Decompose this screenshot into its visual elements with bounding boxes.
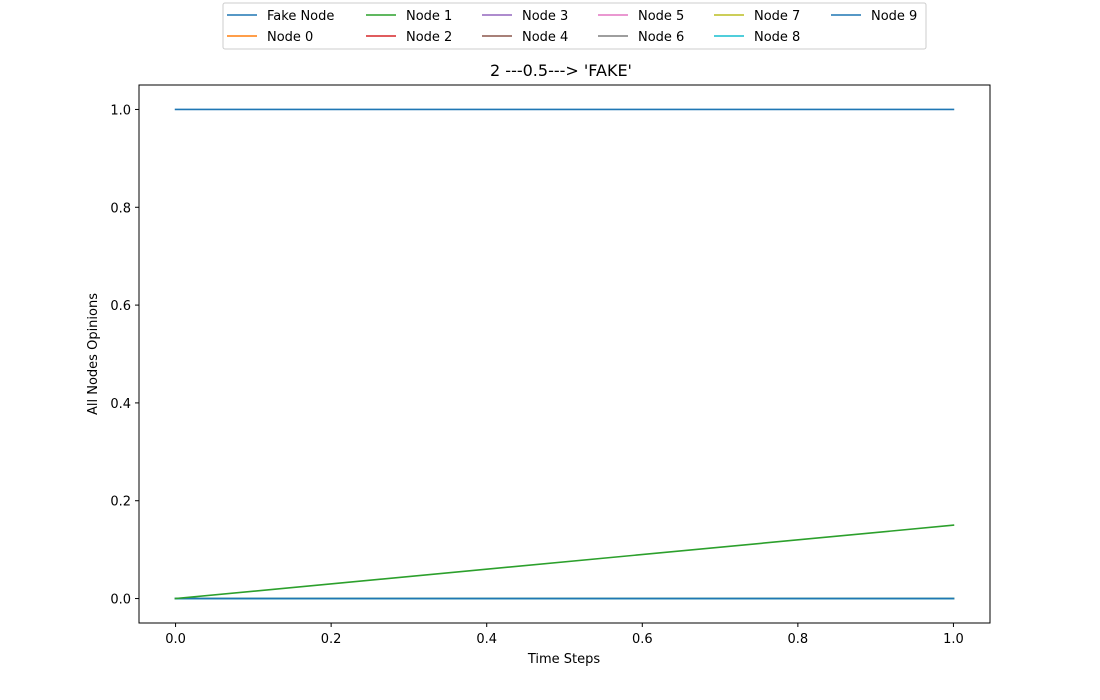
plot-area xyxy=(174,108,955,600)
legend-item: Fake Node xyxy=(227,9,334,24)
y-tick-label: 0.6 xyxy=(110,299,131,314)
legend-label: Node 3 xyxy=(522,9,568,24)
legend-label: Node 8 xyxy=(754,30,800,45)
legend-item: Node 0 xyxy=(227,30,313,45)
legend-item: Node 1 xyxy=(366,9,452,24)
y-tick-label: 0.4 xyxy=(110,397,131,412)
legend-label: Node 9 xyxy=(871,9,917,24)
x-axis: 0.0 0.2 0.4 0.6 0.8 1.0 xyxy=(165,623,964,647)
y-tick-label: 0.0 xyxy=(110,593,131,608)
legend-item: Node 2 xyxy=(366,30,452,45)
legend-label: Node 2 xyxy=(406,30,452,45)
y-tick-label: 1.0 xyxy=(110,103,131,118)
x-tick-label: 0.8 xyxy=(788,632,809,647)
y-tick-label: 0.8 xyxy=(110,201,131,216)
x-axis-label: Time Steps xyxy=(527,652,601,667)
legend-frame xyxy=(222,2,927,50)
legend-label: Fake Node xyxy=(267,9,334,24)
legend-item: Node 3 xyxy=(482,9,568,24)
legend-item: Node 5 xyxy=(598,9,684,24)
legend-item: Node 7 xyxy=(714,9,800,24)
x-tick-label: 0.0 xyxy=(165,632,186,647)
legend-label: Node 1 xyxy=(406,9,452,24)
legend: Fake Node Node 0 Node 1 Node 2 Node 3 Node 4 N… xyxy=(222,2,927,50)
legend-item: Node 6 xyxy=(598,30,684,45)
series-line-11 xyxy=(174,524,955,600)
x-tick-label: 1.0 xyxy=(943,632,964,647)
axes-frame xyxy=(138,84,991,624)
chart-title: 2 ---0.5---> 'FAKE' xyxy=(490,61,632,80)
legend-label: Node 5 xyxy=(638,9,684,24)
y-axis: 0.0 0.2 0.4 0.6 0.8 1.0 xyxy=(110,103,139,608)
x-tick-label: 0.4 xyxy=(476,632,497,647)
legend-item: Node 4 xyxy=(482,30,568,45)
legend-item: Node 9 xyxy=(831,9,917,24)
x-tick-label: 0.6 xyxy=(632,632,653,647)
legend-label: Node 4 xyxy=(522,30,568,45)
legend-item: Node 8 xyxy=(714,30,800,45)
legend-label: Node 7 xyxy=(754,9,800,24)
x-tick-label: 0.2 xyxy=(321,632,342,647)
legend-label: Node 0 xyxy=(267,30,313,45)
legend-label: Node 6 xyxy=(638,30,684,45)
y-tick-label: 0.2 xyxy=(110,495,131,510)
y-axis-label: All Nodes Opinions xyxy=(86,293,101,415)
